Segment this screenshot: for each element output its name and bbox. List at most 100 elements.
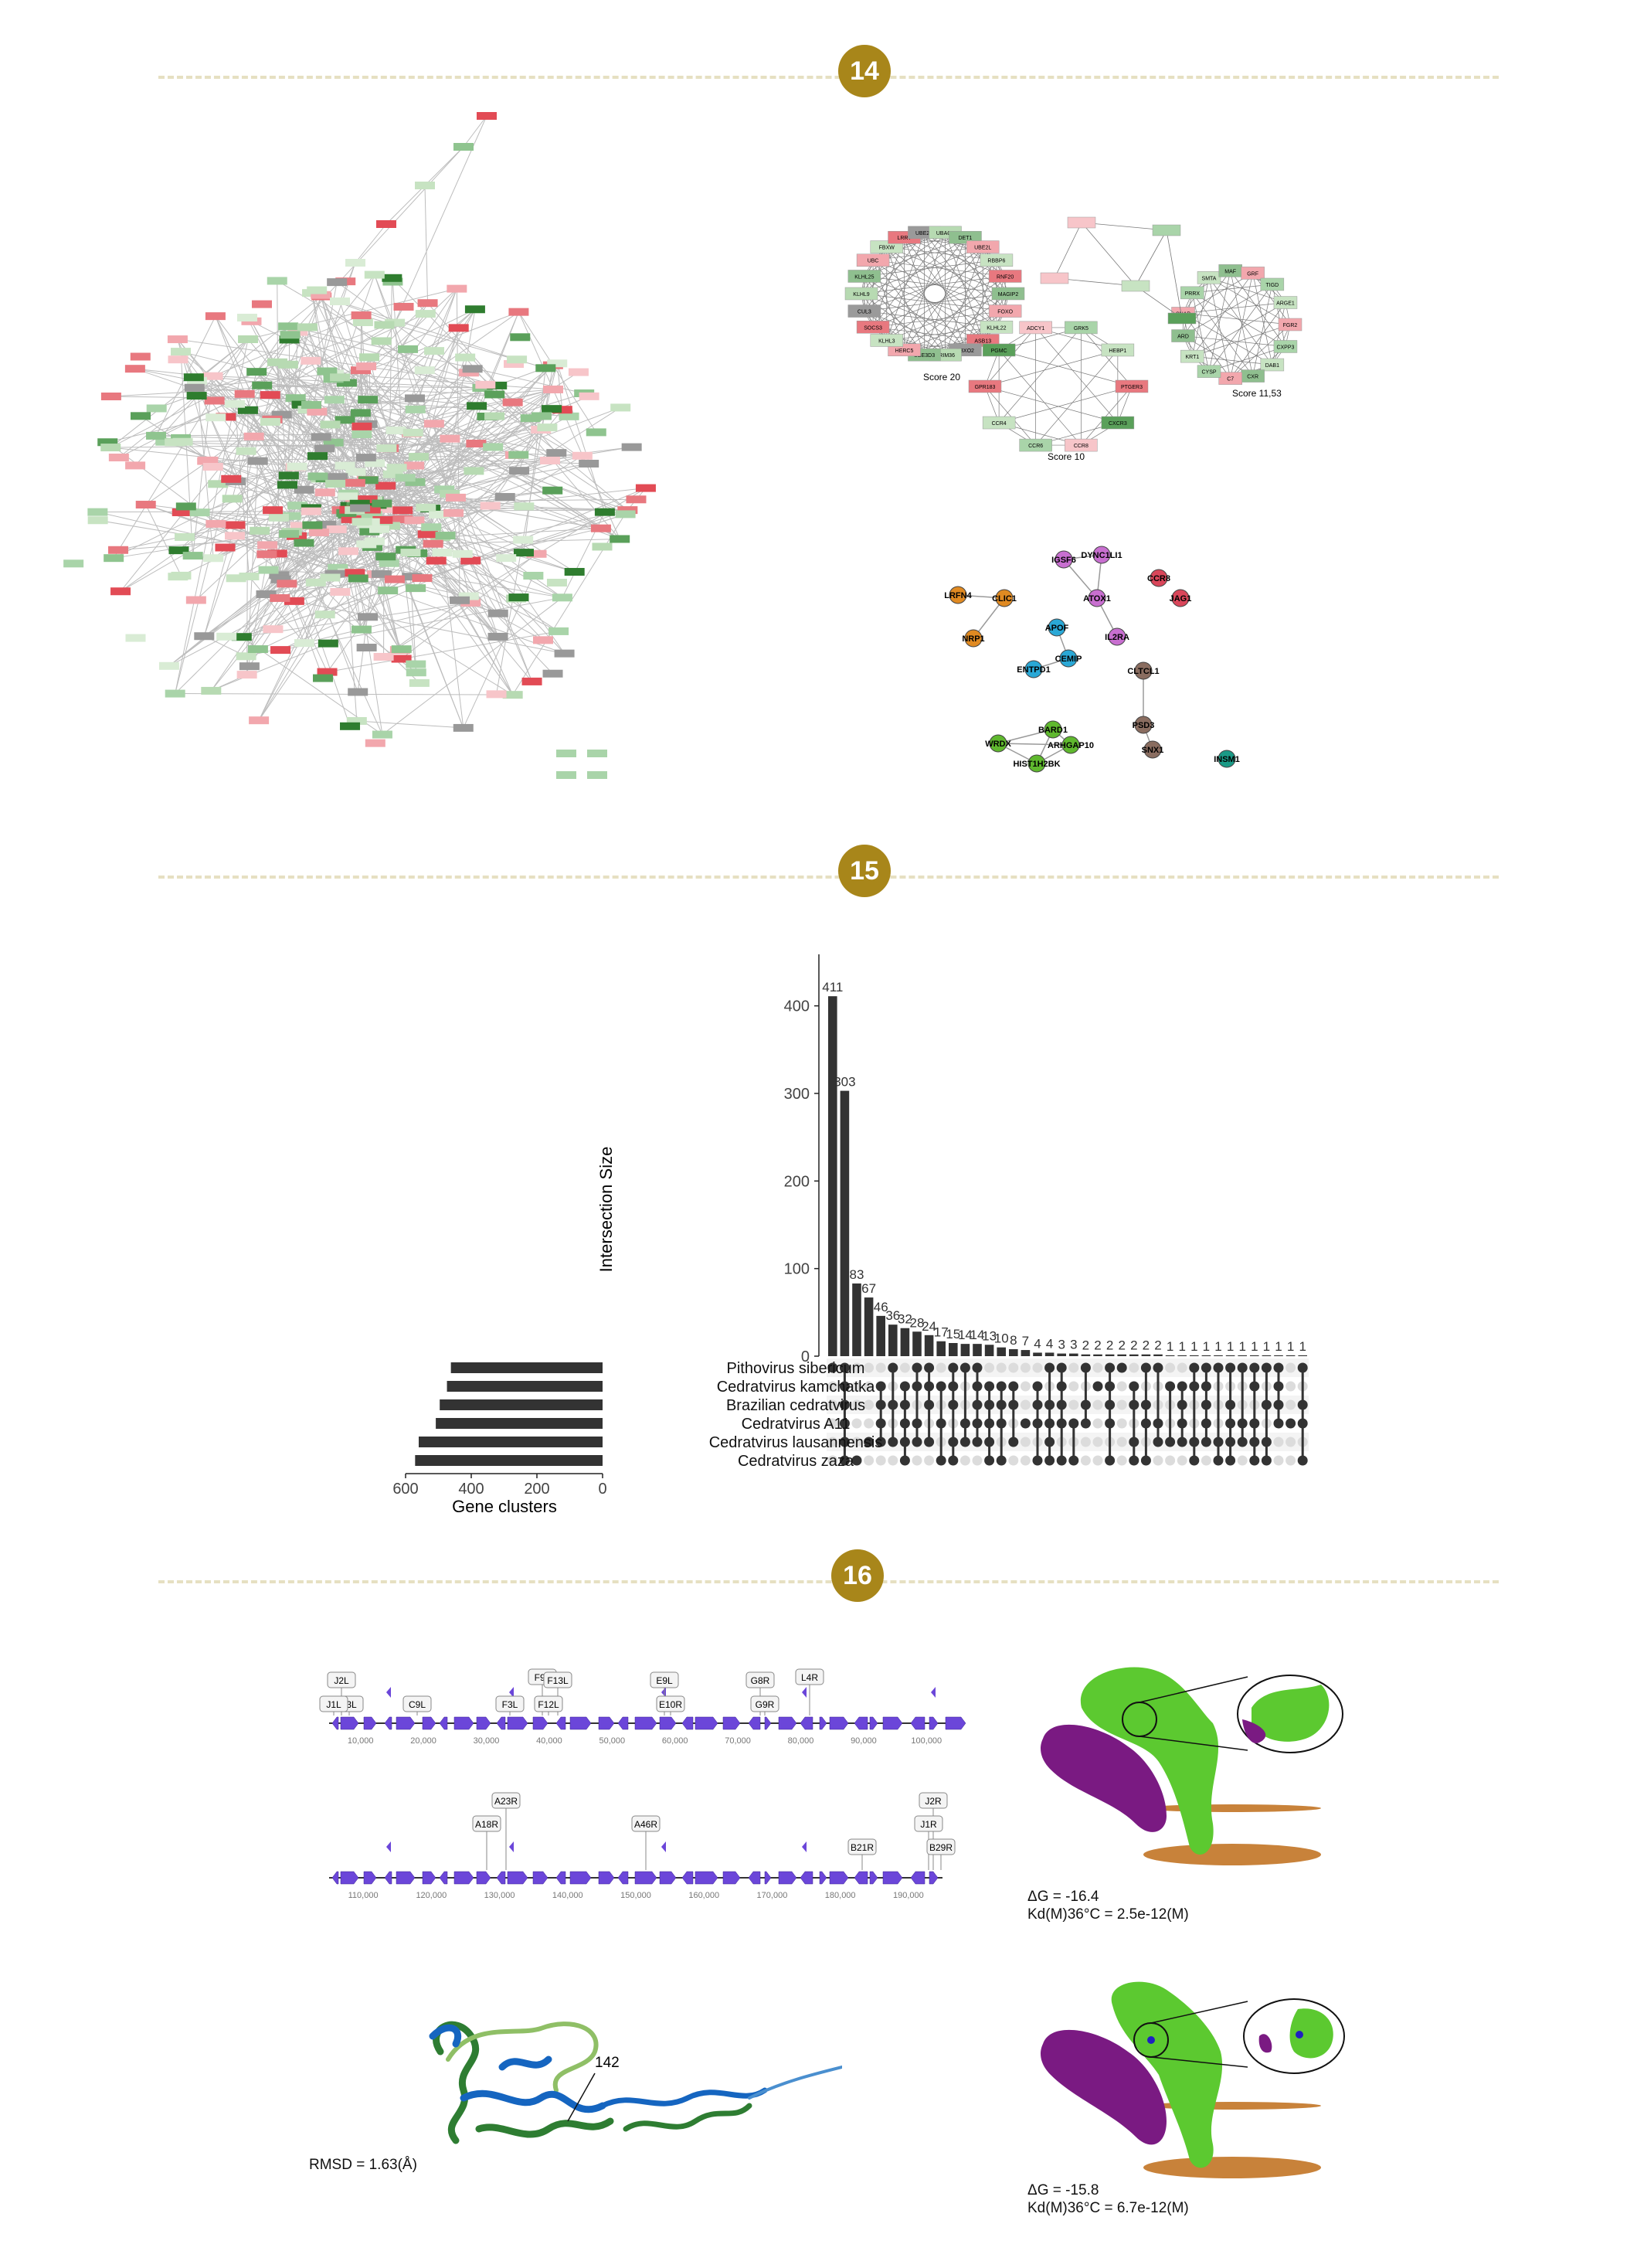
network-node — [484, 390, 505, 399]
cluster-node — [856, 253, 890, 267]
gene-arrow — [929, 1716, 939, 1730]
network-node — [335, 461, 355, 470]
network-node — [325, 479, 346, 488]
colored-node — [1171, 589, 1190, 607]
intersection-bar — [1190, 1355, 1199, 1356]
network-node — [477, 112, 497, 120]
docking2-kd: Kd(M)36°C = 6.7e-12(M) — [1027, 2200, 1189, 2216]
docking-image-2 — [1041, 1981, 1345, 2178]
matrix-dot — [864, 1437, 875, 1447]
bar-value-label: 303 — [834, 1075, 855, 1090]
network-node — [502, 691, 523, 699]
network-node — [552, 406, 572, 414]
network-node — [231, 633, 252, 641]
intersection-bar — [1165, 1355, 1175, 1356]
cluster-node-label: ARGE1 — [1276, 301, 1295, 307]
matrix-dot — [1129, 1362, 1139, 1373]
bar-value-label: 8 — [1010, 1333, 1017, 1348]
set-size-bar — [415, 1455, 603, 1466]
network-node — [100, 393, 121, 401]
gene-arrow — [681, 1716, 694, 1730]
gene-label-box — [534, 1695, 563, 1712]
cluster-node-label: FBXO2 — [956, 349, 974, 354]
colored-node-label: IL2RA — [1105, 633, 1129, 642]
genome-axis-label: 170,000 — [757, 1891, 788, 1900]
network-node — [543, 385, 564, 393]
network-node — [526, 549, 547, 558]
genome-axis-label: 50,000 — [599, 1736, 625, 1746]
network-node — [626, 495, 647, 504]
colored-node-label: NRP1 — [962, 634, 984, 644]
matrix-dot — [1285, 1418, 1296, 1429]
network-node — [371, 337, 392, 345]
matrix-dot — [984, 1362, 995, 1373]
gene-arrow — [819, 1716, 827, 1730]
intersection-bar — [924, 1335, 934, 1356]
network-node — [171, 571, 192, 580]
bar-value-label: 13 — [982, 1328, 997, 1343]
colored-node-label: CLTCL1 — [1127, 667, 1159, 676]
network-node — [250, 526, 270, 535]
matrix-dot — [851, 1362, 862, 1373]
gene-arrow — [555, 1716, 566, 1730]
network-node — [270, 646, 291, 655]
intersection-bar — [936, 1341, 946, 1356]
network-node — [270, 593, 290, 602]
colored-node — [1218, 750, 1236, 768]
cluster-node-label: HERC5 — [895, 349, 914, 354]
gene-label-box — [472, 1815, 501, 1832]
intersection-bar — [1081, 1354, 1091, 1356]
network-node — [542, 669, 563, 678]
bar-value-label: 32 — [898, 1312, 912, 1327]
matrix-dot — [1068, 1381, 1079, 1392]
network-node — [520, 414, 541, 423]
network-node — [202, 463, 223, 471]
network-node — [365, 459, 385, 468]
network-node — [402, 573, 423, 581]
network-node — [338, 547, 358, 556]
cluster-node — [1197, 271, 1221, 284]
network-node — [502, 398, 523, 406]
colored-node — [1027, 754, 1046, 773]
gene-arrow — [340, 1716, 359, 1730]
gene-arrow — [764, 1871, 772, 1885]
bar-value-label: 83 — [850, 1267, 864, 1282]
cluster-node — [1065, 438, 1098, 452]
gene-arrow — [422, 1716, 436, 1730]
network-node — [236, 652, 256, 661]
network-node — [572, 451, 593, 460]
matrix-dot — [1092, 1455, 1103, 1466]
cluster-node-label: FGR2 — [1283, 323, 1298, 328]
network-node — [382, 274, 402, 282]
bar-value-label: 1 — [1178, 1339, 1185, 1354]
network-node — [352, 318, 373, 327]
gene-label-box — [319, 1695, 348, 1712]
gene-label-box — [495, 1695, 525, 1712]
network-node — [406, 668, 426, 677]
gene-arrow — [764, 1716, 772, 1730]
gene-label: A18R — [475, 1819, 498, 1830]
gene-label: J2R — [925, 1796, 942, 1807]
cluster-score-label: Score 11,53 — [1232, 388, 1282, 399]
colored-node-label: APOF — [1045, 624, 1069, 633]
network-node — [239, 573, 260, 581]
y-tick-label: 100 — [784, 1261, 810, 1278]
network-node — [409, 453, 430, 461]
network-node — [405, 405, 426, 413]
network-node — [423, 420, 444, 428]
cluster-node-label: UBE3D3 — [914, 353, 935, 359]
intersection-bars — [828, 996, 1307, 1356]
colored-node — [1024, 660, 1043, 678]
genome-axis-label: 120,000 — [416, 1891, 447, 1900]
gene-arrow — [555, 1871, 566, 1885]
network-node — [311, 433, 331, 441]
matrix-dot — [1201, 1455, 1211, 1466]
network-node — [460, 556, 481, 565]
cluster-node — [1152, 224, 1181, 236]
gene-arrow — [681, 1871, 694, 1885]
network-node — [208, 480, 229, 488]
cluster-node-label: PRRX — [1185, 291, 1201, 297]
network-node — [402, 428, 423, 437]
network-node — [496, 554, 517, 563]
